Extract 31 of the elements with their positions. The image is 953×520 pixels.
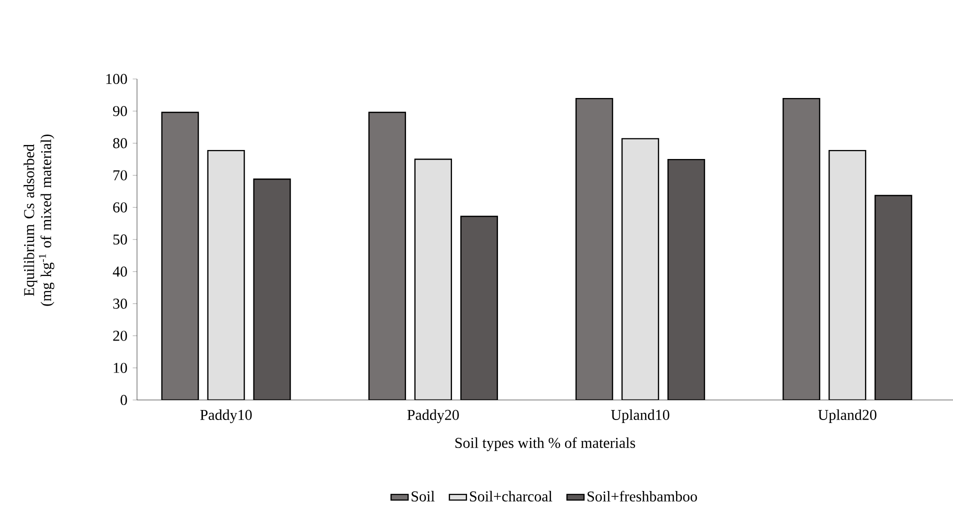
bar: [161, 112, 199, 400]
bar: [414, 158, 452, 400]
y-tick-label: 100: [106, 74, 127, 84]
bar: [368, 112, 406, 400]
y-tick-label: 50: [113, 234, 127, 245]
y-tick-label: 90: [113, 106, 127, 116]
x-axis-title: Soil types with % of materials: [455, 437, 636, 452]
x-tick-label: Upland10: [611, 409, 670, 424]
y-tick-label: 70: [114, 170, 127, 180]
y-tick-label: 20: [113, 330, 127, 341]
legend-label: Soil+freshbamboo: [588, 490, 697, 502]
bar: [621, 138, 660, 400]
bar: [575, 98, 614, 400]
bar: [782, 98, 820, 400]
x-tick-label: Upland20: [818, 409, 876, 424]
y-tick-label: 40: [112, 266, 127, 277]
bar: [667, 158, 706, 400]
bar: [460, 216, 498, 400]
y-tick-label: 30: [113, 298, 127, 309]
x-tick-label: Paddy10: [200, 409, 252, 424]
legend-label: Soil: [412, 490, 435, 502]
legend-label: Soil+charcoal: [470, 490, 552, 502]
bar: [874, 194, 912, 400]
y-tick-label: 80: [113, 138, 127, 148]
x-tick-label: Paddy20: [407, 409, 459, 424]
y-tick-label: 10: [114, 362, 127, 373]
bar: [207, 150, 245, 400]
bar: [828, 150, 866, 400]
y-tick-label: 0: [120, 394, 127, 406]
y-tick-label: 60: [113, 202, 127, 212]
bar: [253, 178, 291, 400]
